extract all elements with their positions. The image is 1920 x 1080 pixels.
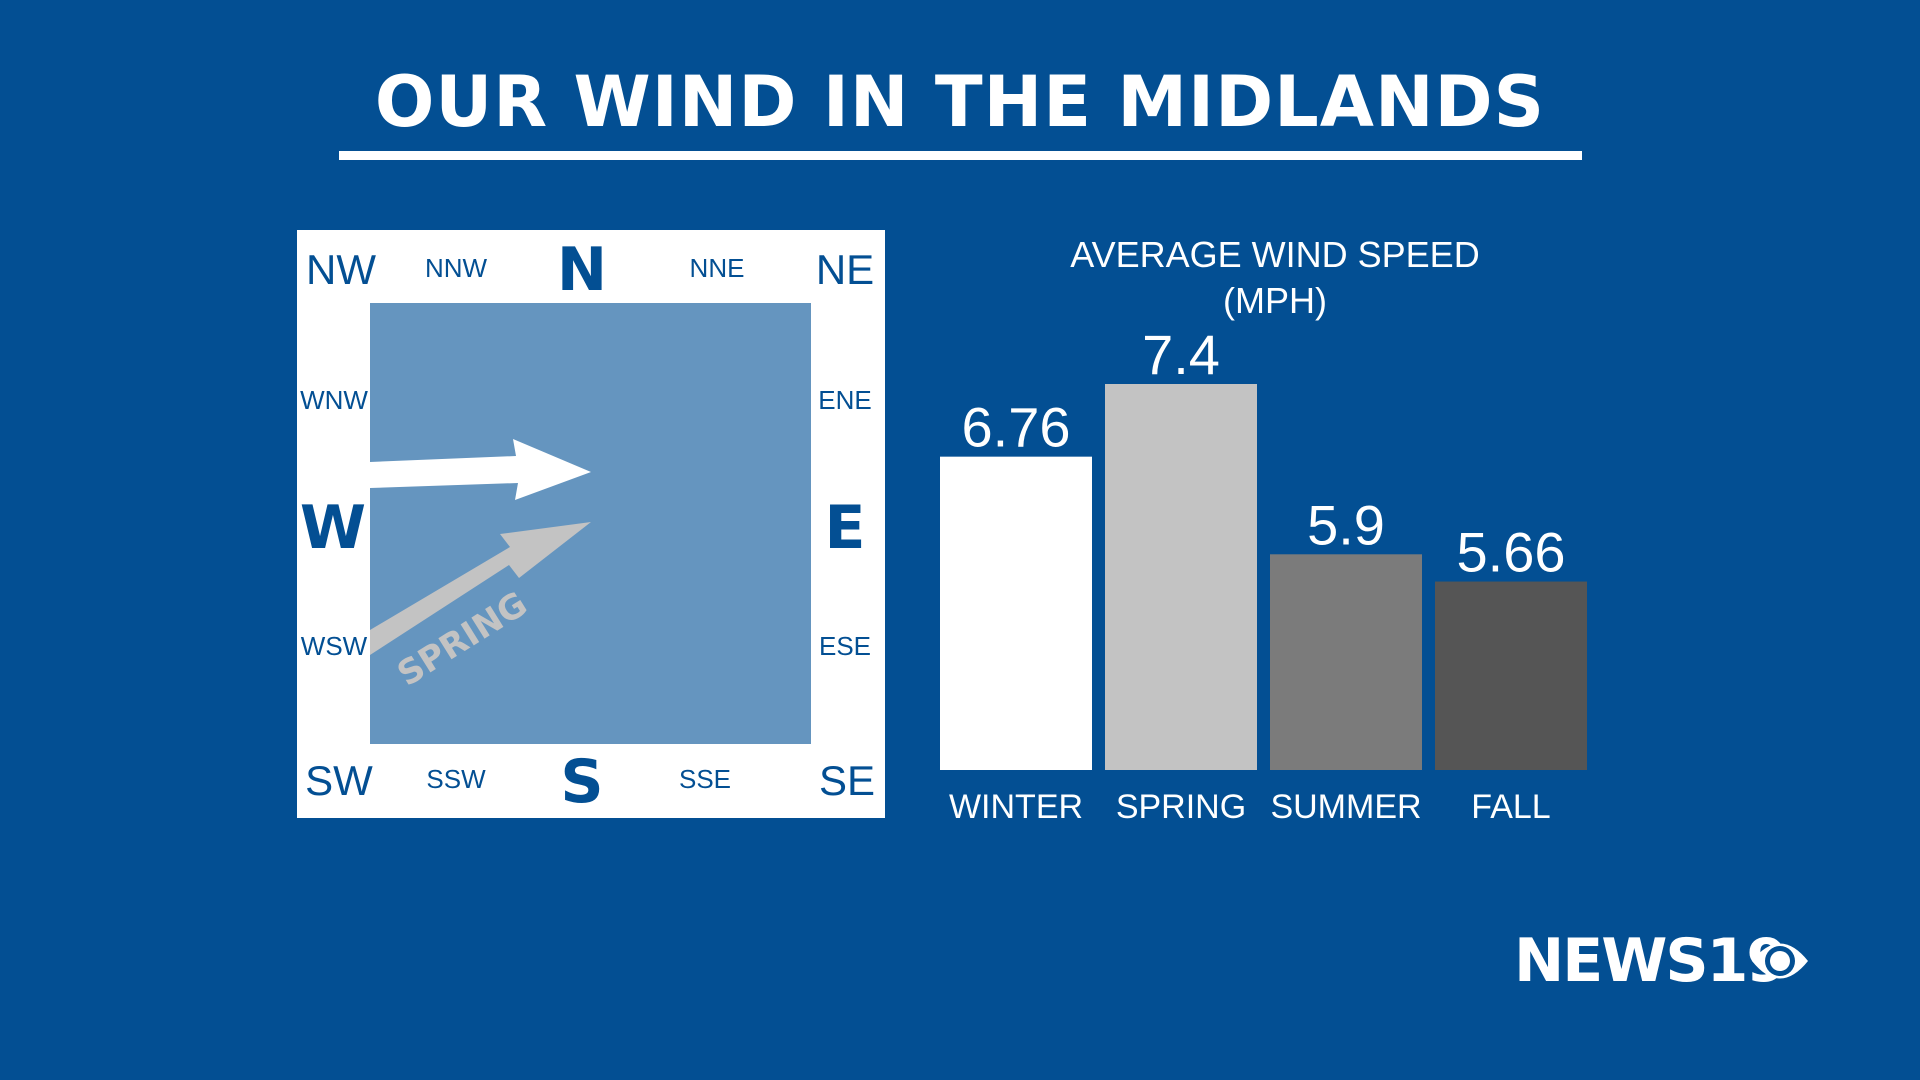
compass-sw: SW [305,757,373,804]
spring-wind-arrow [370,522,591,655]
category-label-summer: SUMMER [1270,788,1421,826]
compass-ene: ENE [818,385,872,415]
chart-title-line-2: (MPH) [1223,280,1327,321]
category-label-winter: WINTER [949,788,1083,826]
compass-w: W [299,493,367,563]
compass-field [370,303,811,744]
compass-s: S [560,747,604,817]
west-wind-arrow [370,439,591,500]
value-label-winter: 6.76 [962,396,1071,459]
news19-logo: NEWS19 [1514,922,1814,1002]
compass-nw: NW [306,246,376,293]
compass-sse: SSE [678,764,732,794]
compass-nne: NNE [689,253,745,283]
compass-e: E [824,493,866,563]
value-label-fall: 5.66 [1457,521,1566,584]
bar-spring [1105,384,1257,770]
category-label-spring: SPRING [1116,788,1246,826]
value-label-spring: 7.4 [1142,323,1220,386]
chart-title-line-1: AVERAGE WIND SPEED [1070,234,1480,275]
compass-wsw: WSW [300,631,368,661]
compass-nnw: NNW [424,253,488,283]
compass-ne: NE [815,246,875,293]
bar-fall [1435,581,1587,770]
spring-arrow-label: SPRING [391,584,535,695]
title-underline [339,151,1582,160]
wind-arrows: SPRING [370,439,591,695]
compass-ssw: SSW [426,764,486,794]
compass-se: SE [818,757,876,804]
compass-wnw: WNW [300,385,368,415]
cbs-eye-icon [1752,943,1808,979]
chart-title: AVERAGE WIND SPEED (MPH) [1040,232,1510,324]
page-title: OUR WIND IN THE MIDLANDS [374,61,1546,143]
bar-winter [940,456,1092,770]
category-label-fall: FALL [1471,788,1550,826]
wind-speed-bar-chart: 6.76 WINTER 7.4 SPRING 5.9 SUMMER 5.66 FALL [940,323,1587,826]
bar-summer [1270,554,1422,770]
compass-n: N [556,235,608,305]
logo-text: NEWS19 [1514,926,1788,996]
wind-direction-compass: SPRING N S W E NW NE SW SE NNW NNE WNW E… [297,230,885,818]
compass-ese: ESE [818,631,872,661]
value-label-summer: 5.9 [1307,493,1385,556]
